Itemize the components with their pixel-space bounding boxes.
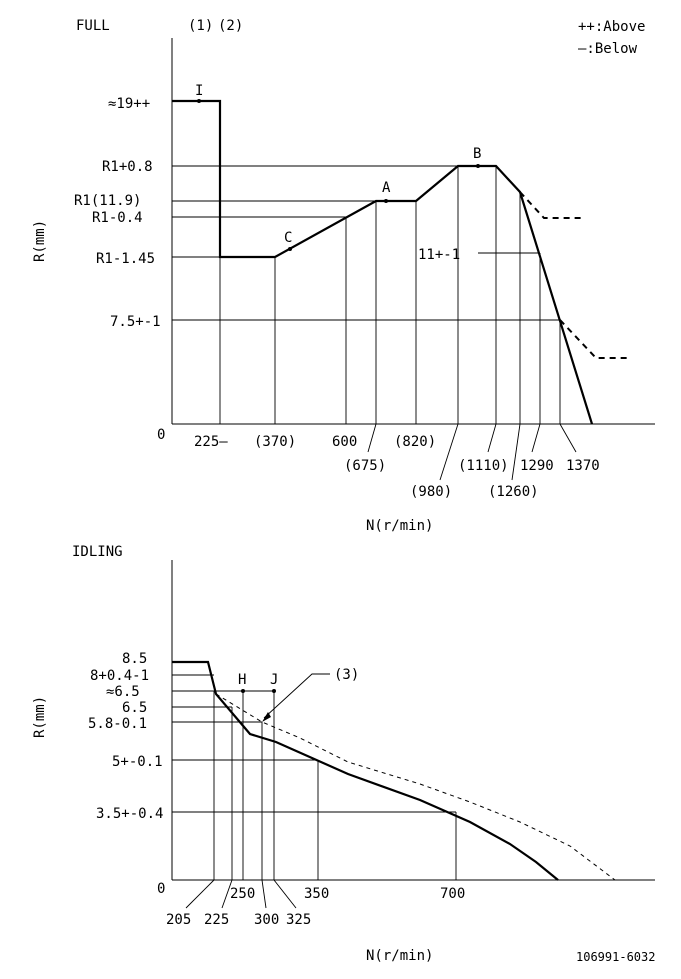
idling-y-label-85: 8.5 xyxy=(122,651,147,667)
point-i-label: I xyxy=(195,83,203,99)
idling-title: IDLING xyxy=(72,544,123,560)
point-h-label: H xyxy=(238,672,246,688)
idling-y-label-35: 3.5+-0.4 xyxy=(96,806,163,822)
point-j-label: J xyxy=(270,672,278,688)
point-b-marker xyxy=(476,164,480,168)
idling-x-label-350: 350 xyxy=(304,886,329,902)
full-x-axis-label: N(r/min) xyxy=(366,518,433,534)
full-x-label-225: 225— xyxy=(194,434,228,450)
point-i-marker xyxy=(197,99,201,103)
full-y-label-19: ≈19++ xyxy=(108,96,150,112)
point-j-marker xyxy=(272,689,276,693)
point-a-label: A xyxy=(382,180,391,196)
legend-below: —:Below xyxy=(578,41,638,57)
note-1: (1) xyxy=(188,18,213,34)
full-y-label-r1-minus-04: R1-0.4 xyxy=(92,210,143,226)
full-title: FULL xyxy=(76,18,110,34)
idling-y-axis-label: R(mm) xyxy=(32,696,48,738)
full-y-label-r1: R1(11.9) xyxy=(74,193,141,209)
idling-y-label-approx-65: ≈6.5 xyxy=(106,684,140,700)
full-y-axis-label: R(mm) xyxy=(32,220,48,262)
point-c-label: C xyxy=(284,230,292,246)
full-y-label-r1-minus-145: R1-1.45 xyxy=(96,251,155,267)
full-origin-label: 0 xyxy=(157,427,165,443)
footer-code: 106991-6032 xyxy=(576,950,655,964)
full-x-label-1290: 1290 xyxy=(520,458,554,474)
full-side-label: 11+-1 xyxy=(418,247,460,263)
idling-y-label-5: 5+-0.1 xyxy=(112,754,163,770)
idling-x-label-205: 205 xyxy=(166,912,191,928)
full-x-label-600: 600 xyxy=(332,434,357,450)
idling-x-label-225: 225 xyxy=(204,912,229,928)
full-y-label-r1-plus: R1+0.8 xyxy=(102,159,153,175)
idling-x-label-250: 250 xyxy=(230,886,255,902)
callout-arrowhead xyxy=(262,712,271,722)
full-curve xyxy=(172,99,594,425)
full-y-label-75: 7.5+-1 xyxy=(110,314,161,330)
point-b-label: B xyxy=(473,146,481,162)
idling-y-label-58: 5.8-0.1 xyxy=(88,716,147,732)
point-c-marker xyxy=(288,247,292,251)
point-a-marker xyxy=(384,199,388,203)
idling-curve xyxy=(172,660,559,881)
full-x-label-1260: (1260) xyxy=(488,484,539,500)
idling-origin-label: 0 xyxy=(157,881,165,897)
idling-x-label-300: 300 xyxy=(254,912,279,928)
full-x-label-820: (820) xyxy=(394,434,436,450)
full-x-label-980: (980) xyxy=(410,484,452,500)
full-x-label-1110: (1110) xyxy=(458,458,509,474)
idling-y-label-8: 8+0.4-1 xyxy=(90,668,149,684)
idling-above-curve xyxy=(215,693,616,881)
idling-note-3: (3) xyxy=(334,667,359,683)
legend-above: ++:Above xyxy=(578,19,645,35)
idling-x-axis-label: N(r/min) xyxy=(366,948,433,964)
idling-x-label-325: 325 xyxy=(286,912,311,928)
note-2: (2) xyxy=(218,18,243,34)
full-x-label-1370: 1370 xyxy=(566,458,600,474)
full-x-label-370: (370) xyxy=(254,434,296,450)
idling-y-label-65: 6.5 xyxy=(122,700,147,716)
full-above-branch-1 xyxy=(519,191,582,219)
full-x-label-675: (675) xyxy=(344,458,386,474)
idling-x-label-700: 700 xyxy=(440,886,465,902)
point-h-marker xyxy=(241,689,245,693)
